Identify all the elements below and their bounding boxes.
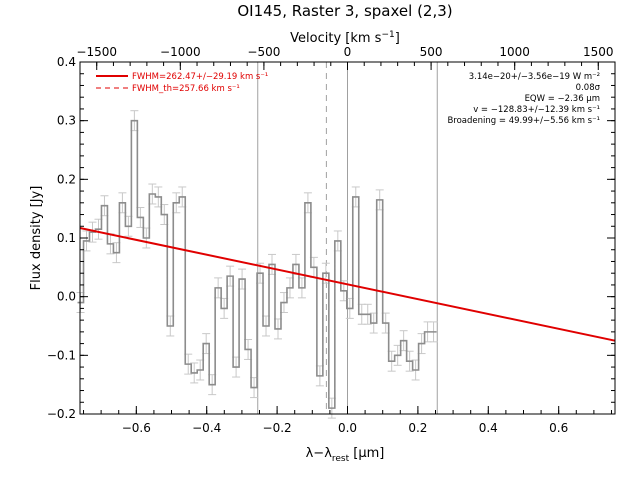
x-tick-label-2: −0.2 [263, 421, 292, 435]
fit-line [79, 227, 616, 342]
top-axis-title-main: Velocity [km s [290, 31, 382, 46]
top-tick-label-3: 0 [344, 45, 352, 59]
annotation-velocity: v = −128.83+/−12.39 km s⁻¹ [473, 105, 600, 115]
top-tick-label-0: −1500 [76, 45, 117, 59]
top-tick-label-4: 500 [420, 45, 443, 59]
annotation-flux: 3.14e−20+/−3.56e−19 W m⁻² [469, 72, 600, 82]
top-tick-label-2: −500 [247, 45, 280, 59]
top-axis-title-sup: −1 [381, 30, 394, 40]
y-tick-label-5: 0.3 [57, 114, 76, 128]
y-tick-label-4: 0.2 [57, 172, 76, 186]
x-tick-label-5: 0.4 [479, 421, 498, 435]
y-tick-label-3: 0.1 [57, 231, 76, 245]
top-axis-title: Velocity [km s−1] [290, 30, 400, 46]
chart-title: OI145, Raster 3, spaxel (2,3) [237, 2, 452, 20]
top-axis-title-end: ] [395, 31, 400, 46]
y-tick-label-1: −0.1 [47, 348, 76, 362]
legend: FWHM=262.47+/−29.19 km s⁻¹ FWHM_th=257.6… [96, 72, 268, 94]
x-axis-title-unit: [μm] [349, 446, 384, 461]
x-tick-label-3: 0.0 [338, 421, 357, 435]
x-axis-title: λ−λrest [μm] [306, 446, 385, 464]
y-tick-label-2: 0.0 [57, 290, 76, 304]
annotation-broadening: Broadening = 49.99+/−5.56 km s⁻¹ [447, 116, 600, 126]
x-axis: −0.6 −0.4 −0.2 0.0 0.2 0.4 0.6 [83, 406, 612, 435]
y-axis-title: Flux density [Jy] [29, 186, 44, 291]
data-series-step-line [77, 119, 437, 409]
legend-entry-fwhm-th: FWHM_th=257.66 km s⁻¹ [132, 84, 240, 94]
x-axis-title-main: λ−λ [306, 446, 333, 461]
y-axis: −0.2 −0.1 0.0 0.1 0.2 0.3 0.4 [47, 55, 615, 421]
top-tick-label-6: 1500 [583, 45, 614, 59]
x-axis-title-sub: rest [332, 454, 350, 464]
x-tick-label-0: −0.6 [122, 421, 151, 435]
x-tick-label-4: 0.2 [408, 421, 427, 435]
top-velocity-axis: −1500 −1000 −500 0 500 1000 1500 [76, 45, 616, 70]
y-tick-label-0: −0.2 [47, 407, 76, 421]
legend-entry-fwhm: FWHM=262.47+/−29.19 km s⁻¹ [132, 72, 268, 82]
fit-annotations: 3.14e−20+/−3.56e−19 W m⁻² 0.08σ EQW = −2… [447, 72, 600, 126]
x-tick-label-1: −0.4 [192, 421, 221, 435]
top-tick-label-1: −1000 [160, 45, 201, 59]
annotation-sigma: 0.08σ [576, 83, 601, 93]
x-tick-label-6: 0.6 [549, 421, 568, 435]
top-tick-label-5: 1000 [499, 45, 530, 59]
y-tick-label-6: 0.4 [57, 55, 76, 69]
annotation-eqw: EQW = −2.36 μm [525, 94, 600, 104]
